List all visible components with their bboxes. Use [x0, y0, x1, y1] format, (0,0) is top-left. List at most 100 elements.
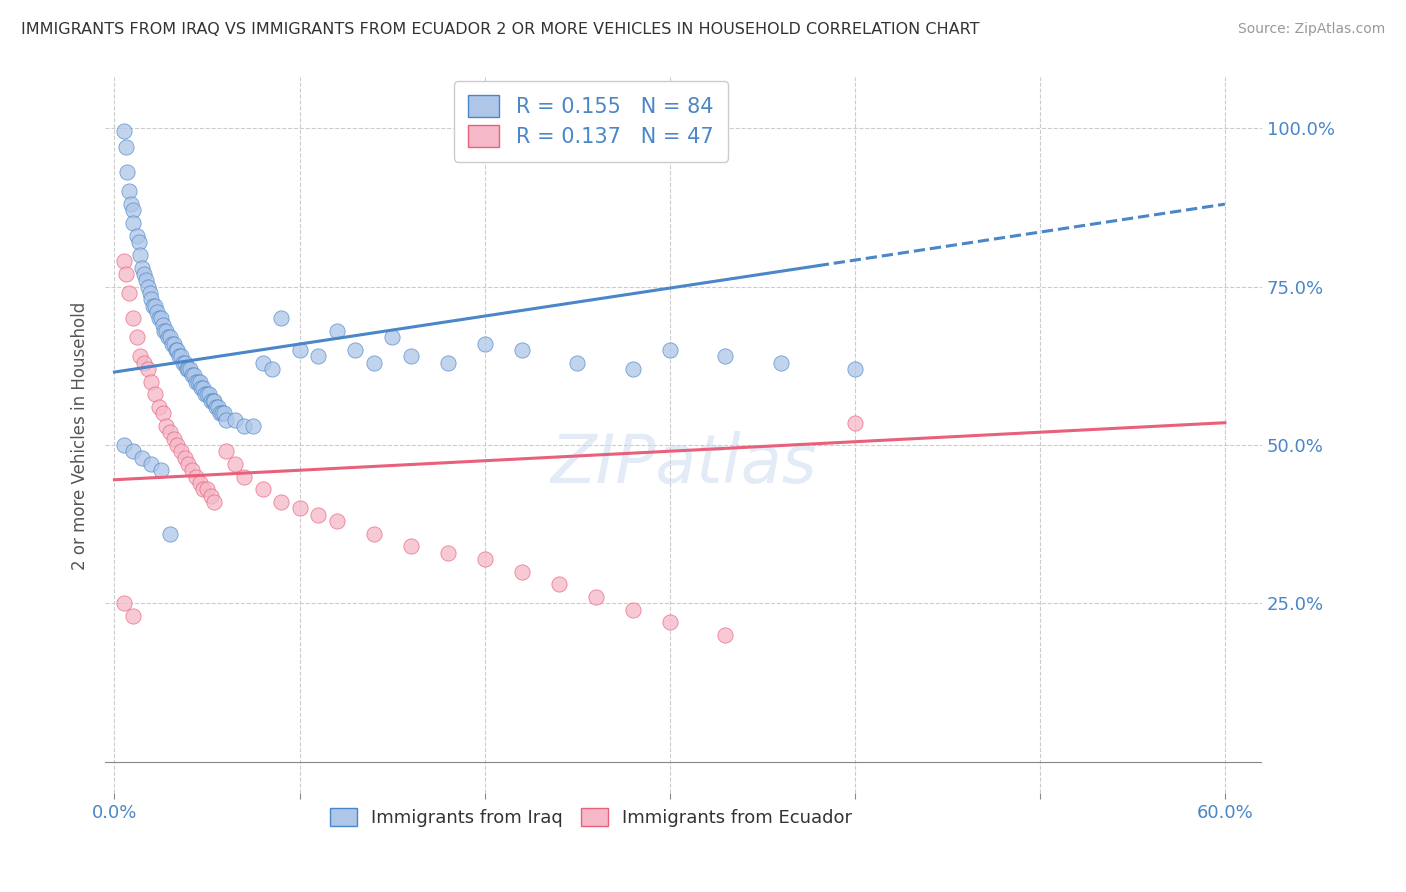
Point	[195, 482, 218, 496]
Point	[179, 362, 201, 376]
Point	[129, 349, 152, 363]
Point	[146, 305, 169, 319]
Point	[436, 546, 458, 560]
Point	[159, 425, 181, 440]
Point	[474, 552, 496, 566]
Point	[152, 318, 174, 332]
Point	[363, 526, 385, 541]
Point	[132, 355, 155, 369]
Point	[195, 387, 218, 401]
Point	[252, 482, 274, 496]
Point	[844, 416, 866, 430]
Point	[122, 311, 145, 326]
Point	[112, 124, 135, 138]
Point	[148, 400, 170, 414]
Point	[621, 602, 644, 616]
Point	[122, 203, 145, 218]
Point	[166, 343, 188, 357]
Point	[173, 355, 195, 369]
Point	[122, 609, 145, 624]
Point	[128, 235, 150, 249]
Point	[114, 267, 136, 281]
Point	[135, 273, 157, 287]
Point	[214, 412, 236, 426]
Point	[122, 216, 145, 230]
Point	[166, 438, 188, 452]
Point	[112, 438, 135, 452]
Point	[288, 501, 311, 516]
Point	[125, 330, 148, 344]
Point	[260, 362, 283, 376]
Point	[170, 444, 193, 458]
Point	[201, 393, 224, 408]
Y-axis label: 2 or more Vehicles in Household: 2 or more Vehicles in Household	[72, 301, 89, 569]
Point	[193, 381, 215, 395]
Point	[149, 311, 172, 326]
Point	[163, 336, 186, 351]
Text: ZIPatlas: ZIPatlas	[550, 431, 817, 497]
Legend: Immigrants from Iraq, Immigrants from Ecuador: Immigrants from Iraq, Immigrants from Ec…	[322, 801, 859, 834]
Point	[142, 299, 165, 313]
Point	[198, 387, 221, 401]
Point	[181, 368, 204, 383]
Point	[118, 185, 141, 199]
Point	[155, 418, 177, 433]
Point	[125, 228, 148, 243]
Point	[120, 197, 142, 211]
Point	[307, 508, 329, 522]
Point	[325, 324, 347, 338]
Point	[153, 324, 176, 338]
Point	[141, 292, 163, 306]
Point	[233, 418, 256, 433]
Point	[658, 615, 681, 630]
Point	[112, 596, 135, 610]
Point	[181, 463, 204, 477]
Point	[714, 628, 737, 642]
Point	[270, 495, 292, 509]
Point	[136, 362, 159, 376]
Point	[436, 355, 458, 369]
Point	[141, 457, 163, 471]
Point	[183, 368, 205, 383]
Point	[252, 355, 274, 369]
Point	[363, 355, 385, 369]
Point	[214, 444, 236, 458]
Point	[159, 526, 181, 541]
Point	[344, 343, 367, 357]
Point	[194, 387, 217, 401]
Point	[173, 450, 195, 465]
Point	[565, 355, 588, 369]
Point	[141, 375, 163, 389]
Point	[224, 412, 246, 426]
Point	[844, 362, 866, 376]
Point	[242, 418, 264, 433]
Point	[399, 349, 422, 363]
Point	[172, 355, 194, 369]
Text: Source: ZipAtlas.com: Source: ZipAtlas.com	[1237, 22, 1385, 37]
Point	[288, 343, 311, 357]
Point	[585, 590, 607, 604]
Point	[117, 165, 139, 179]
Point	[132, 267, 155, 281]
Point	[143, 299, 166, 313]
Point	[399, 539, 422, 553]
Point	[170, 349, 193, 363]
Point	[474, 336, 496, 351]
Point	[193, 482, 215, 496]
Point	[114, 140, 136, 154]
Point	[157, 330, 180, 344]
Point	[184, 375, 207, 389]
Point	[547, 577, 569, 591]
Point	[112, 254, 135, 268]
Point	[211, 406, 233, 420]
Point	[138, 285, 160, 300]
Point	[177, 362, 200, 376]
Point	[202, 495, 225, 509]
Point	[307, 349, 329, 363]
Point	[381, 330, 404, 344]
Point	[176, 362, 198, 376]
Point	[184, 469, 207, 483]
Point	[205, 400, 228, 414]
Point	[143, 387, 166, 401]
Text: IMMIGRANTS FROM IRAQ VS IMMIGRANTS FROM ECUADOR 2 OR MORE VEHICLES IN HOUSEHOLD : IMMIGRANTS FROM IRAQ VS IMMIGRANTS FROM …	[21, 22, 980, 37]
